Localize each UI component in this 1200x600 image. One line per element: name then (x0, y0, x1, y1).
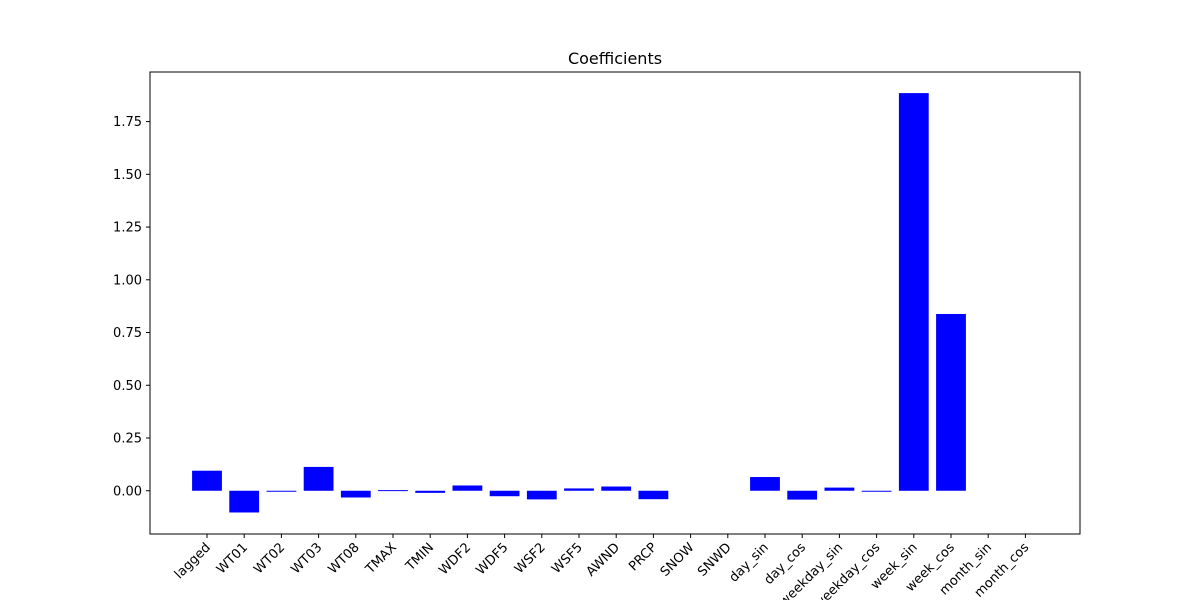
y-tick-label: 0.25 (113, 432, 142, 447)
bar-WDF5 (489, 490, 520, 497)
x-tick-label: WSF2 (512, 540, 549, 577)
bar-day_sin (750, 477, 780, 491)
x-tick-label: lagged (172, 540, 214, 582)
chart-title: Coefficients (568, 49, 662, 68)
x-tick-label: AWND (584, 540, 623, 579)
bar-WT01 (229, 490, 260, 513)
bar-AWND (601, 486, 632, 491)
y-tick-label: 1.00 (113, 273, 142, 288)
bar-weekday_cos (861, 490, 892, 492)
bar-weekday_sin (824, 487, 855, 491)
plot-frame (149, 71, 1081, 535)
x-tick-label: SNOW (658, 540, 698, 580)
x-tick-label: WDF5 (474, 540, 512, 578)
y-tick-label: 0.50 (113, 379, 142, 394)
bar-TMAX (378, 490, 408, 492)
x-tick-label: TMIN (403, 540, 437, 574)
x-tick-label: TMAX (362, 540, 400, 578)
bar-week_cos (936, 313, 966, 491)
bar-WT08 (340, 490, 371, 498)
bar-PRCP (638, 490, 669, 500)
x-axis: lagged WT01 WT02 WT03 WT08 TMAX TMIN WDF2 WDF5 WS… (172, 534, 1032, 600)
bar-WT02 (266, 490, 297, 492)
x-tick-label: WDF2 (436, 540, 474, 578)
bar-WSF2 (526, 490, 557, 500)
y-tick-label: 1.50 (113, 168, 142, 183)
y-tick-label: 1.25 (113, 221, 142, 236)
bar-WDF2 (452, 485, 483, 491)
bar-day_cos (787, 490, 818, 500)
x-tick-label: WT01 (214, 540, 251, 577)
y-tick-label: 0.00 (113, 484, 142, 499)
bar-lagged (192, 470, 222, 491)
x-tick-label: WT03 (288, 540, 325, 577)
y-axis: 0.00 0.25 0.50 0.75 1.00 1.25 1.50 1.75 (113, 115, 150, 499)
y-tick-label: 1.75 (113, 115, 142, 130)
bar-week_sin (898, 93, 929, 491)
y-tick-label: 0.75 (113, 326, 142, 341)
x-tick-label: WSF5 (549, 540, 586, 577)
x-tick-label: WT08 (326, 540, 363, 577)
bars-layer (192, 93, 966, 513)
bar-WSF5 (564, 488, 594, 491)
bar-TMIN (415, 490, 446, 493)
x-tick-label: PRCP (626, 540, 660, 574)
bar-WT03 (303, 466, 334, 491)
x-tick-label: WT02 (251, 540, 288, 577)
